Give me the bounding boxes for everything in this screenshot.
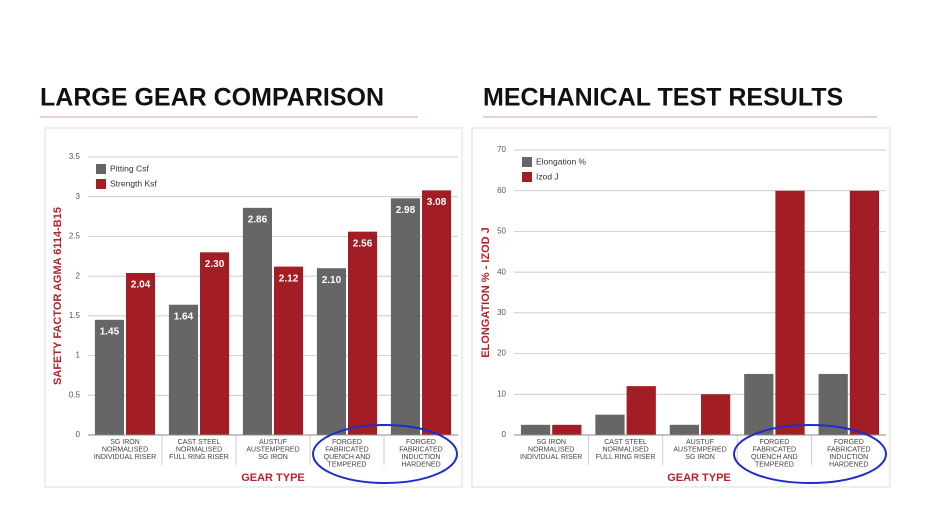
y-tick-label: 3 <box>76 192 81 201</box>
y-tick-label: 0.5 <box>69 390 81 399</box>
bar <box>348 231 378 435</box>
legend-label: Pitting Csf <box>110 163 149 173</box>
x-tick-label: AUSTUF <box>686 439 714 446</box>
x-tick-label: NORMALISED <box>602 446 648 453</box>
legend-swatch <box>522 157 532 167</box>
bar <box>126 272 156 435</box>
bar <box>849 190 880 435</box>
x-tick-label: NORMALISED <box>176 446 222 453</box>
legend-swatch <box>522 172 532 182</box>
bar <box>595 414 625 435</box>
x-tick-label: FORGED <box>834 439 864 446</box>
y-axis-label: ELONGATION % - IZOD J <box>480 227 492 358</box>
bar <box>744 373 774 435</box>
x-tick-label: TEMPERED <box>755 461 794 468</box>
value-label: 2.30 <box>205 259 225 270</box>
value-label: 2.56 <box>353 238 373 249</box>
y-tick-label: 60 <box>497 186 506 195</box>
x-tick-label: CAST STEEL <box>178 439 221 446</box>
x-tick-label: AUSTEMPERED <box>246 446 299 453</box>
legend-swatch <box>96 179 106 189</box>
x-tick-label: FULL RING RISER <box>169 454 229 461</box>
legend-label: Izod J <box>536 171 559 181</box>
bar <box>552 424 582 435</box>
x-tick-label: HARDENED <box>829 461 868 468</box>
x-tick-label: INDIVIDUAL RISER <box>520 454 582 461</box>
bar <box>200 252 230 435</box>
legend-label: Strength Ksf <box>110 178 157 188</box>
x-tick-label: INDIVIDUAL RISER <box>94 454 156 461</box>
bar <box>701 394 731 435</box>
y-axis-label: SAFETY FACTOR AGMA 6114-B15 <box>52 207 64 385</box>
bar <box>316 268 346 435</box>
y-tick-label: 2.5 <box>69 232 81 241</box>
value-label: 3.08 <box>427 197 447 208</box>
bar <box>669 424 699 435</box>
value-label: 1.45 <box>100 326 120 337</box>
y-tick-label: 0 <box>76 430 81 439</box>
chart-title: LARGE GEAR COMPARISON <box>40 84 384 112</box>
x-tick-label: FORGED <box>759 439 789 446</box>
bar <box>775 190 805 435</box>
y-tick-label: 50 <box>497 227 506 236</box>
x-tick-label: NORMALISED <box>102 446 148 453</box>
x-tick-label: SG IRON <box>536 439 566 446</box>
value-label: 2.12 <box>279 273 299 284</box>
x-tick-label: AUSTUF <box>259 439 287 446</box>
y-tick-label: 40 <box>497 267 506 276</box>
chart-title: MECHANICAL TEST RESULTS <box>483 84 843 112</box>
legend-label: Elongation % <box>536 156 587 166</box>
y-tick-label: 2 <box>76 271 81 280</box>
bar <box>626 386 656 435</box>
y-tick-label: 20 <box>497 349 506 358</box>
y-tick-label: 30 <box>497 308 506 317</box>
x-tick-label: HARDENED <box>401 461 440 468</box>
value-label: 2.98 <box>396 205 416 216</box>
x-tick-label: FULL RING RISER <box>596 454 656 461</box>
bar <box>242 207 272 435</box>
x-tick-label: FORGED <box>406 439 436 446</box>
charts: LARGE GEAR COMPARISON SAFETY FACTOR AGMA … <box>40 84 886 484</box>
bar <box>520 424 551 435</box>
x-tick-label: FABRICATED <box>325 446 368 453</box>
x-tick-label: INDUCTION <box>829 454 868 461</box>
x-tick-label: QUENCH AND <box>751 454 798 461</box>
y-tick-label: 1.5 <box>69 311 81 320</box>
legend-swatch <box>96 164 106 174</box>
value-label: 1.64 <box>174 311 194 322</box>
y-tick-label: 1 <box>76 351 81 360</box>
highlight-ellipse <box>733 424 887 484</box>
y-tick-label: 0 <box>502 430 507 439</box>
x-tick-label: AUSTEMPERED <box>673 446 726 453</box>
bar <box>168 304 198 435</box>
x-tick-label: SG IRON <box>258 454 288 461</box>
highlight-ellipse <box>312 424 458 484</box>
x-tick-label: SG IRON <box>110 439 140 446</box>
bar <box>94 319 124 435</box>
x-tick-label: TEMPERED <box>328 461 367 468</box>
x-tick-label: FORGED <box>332 439 362 446</box>
bar <box>274 266 304 435</box>
y-tick-label: 10 <box>497 389 506 398</box>
bar <box>390 198 420 435</box>
y-tick-label: 3.5 <box>69 152 81 161</box>
y-tick-label: 70 <box>497 145 506 154</box>
x-tick-label: NORMALISED <box>528 446 574 453</box>
value-label: 2.10 <box>322 275 342 286</box>
x-tick-label: QUENCH AND <box>324 454 371 461</box>
x-tick-label: FABRICATED <box>827 446 870 453</box>
x-tick-label: SG IRON <box>685 454 715 461</box>
x-axis-label: GEAR TYPE <box>241 472 305 484</box>
x-tick-label: FABRICATED <box>753 446 796 453</box>
x-axis-label: GEAR TYPE <box>667 472 731 484</box>
value-label: 2.04 <box>131 280 151 291</box>
x-tick-label: CAST STEEL <box>604 439 647 446</box>
value-label: 2.86 <box>248 214 268 225</box>
x-tick-label: FABRICATED <box>399 446 442 453</box>
x-tick-label: INDUCTION <box>402 454 441 461</box>
bar <box>422 190 452 435</box>
